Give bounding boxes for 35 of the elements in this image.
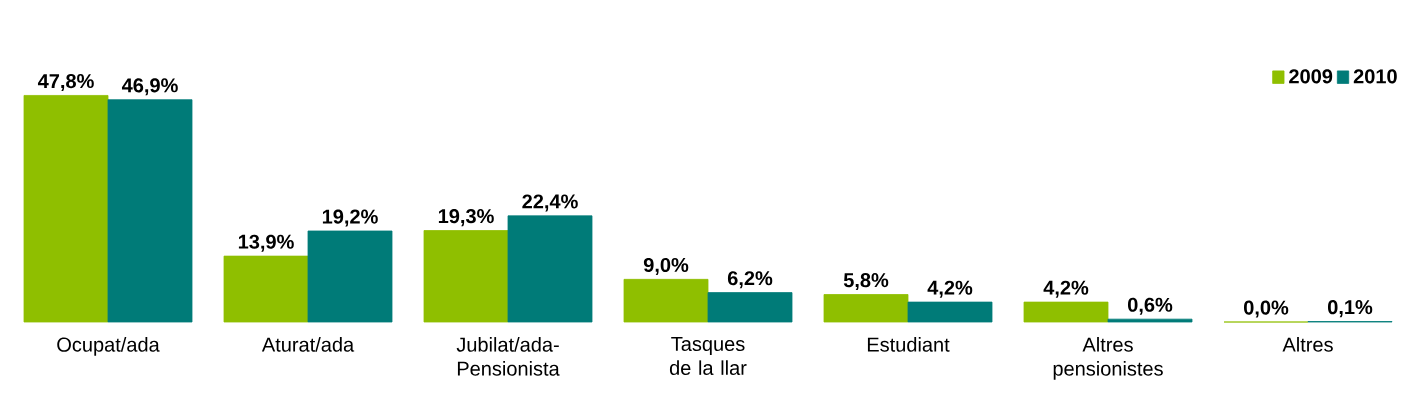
data-label: 9,0% — [643, 257, 689, 275]
x-tick-label: Ocupat/ada — [57, 337, 160, 356]
bar — [623, 278, 709, 323]
x-tick-label: Altres — [1282, 337, 1333, 352]
data-label: 6,2% — [727, 271, 773, 289]
bar — [107, 99, 193, 323]
data-label: 4,2% — [927, 280, 973, 298]
data-label: 13,9% — [238, 234, 294, 252]
x-tick-label: Aturat/ada — [261, 337, 355, 352]
legend-label: 2010 — [1353, 69, 1397, 84]
bar — [1107, 318, 1193, 323]
bar — [1023, 301, 1109, 323]
bar — [223, 255, 309, 323]
x-tick-label: Estudiant — [867, 337, 950, 352]
data-label: 47,8% — [37, 73, 94, 92]
data-label: 0,0% — [1244, 300, 1289, 318]
data-label: 46,9% — [121, 78, 178, 96]
data-label: 4,2% — [1043, 280, 1089, 298]
bar — [507, 215, 593, 323]
data-label: 19,2% — [322, 209, 378, 227]
x-tick-label: Tasques de la llar — [669, 337, 747, 376]
bar — [907, 301, 993, 323]
data-label: 0,6% — [1128, 297, 1173, 315]
data-label: 19,3% — [438, 209, 494, 227]
data-label: 22,4% — [522, 194, 578, 212]
legend-label: 2009 — [1289, 69, 1333, 84]
data-label: 5,8% — [843, 273, 889, 291]
data-label: 0,1% — [1328, 300, 1373, 318]
x-tick-label: Jubilat/ada-Pensionista — [456, 337, 560, 376]
bar — [307, 230, 393, 323]
x-tick-label: Altres pensionistes — [1053, 337, 1163, 380]
bar — [423, 230, 509, 323]
bar — [823, 294, 909, 323]
bar — [707, 292, 793, 323]
bar — [23, 95, 109, 323]
